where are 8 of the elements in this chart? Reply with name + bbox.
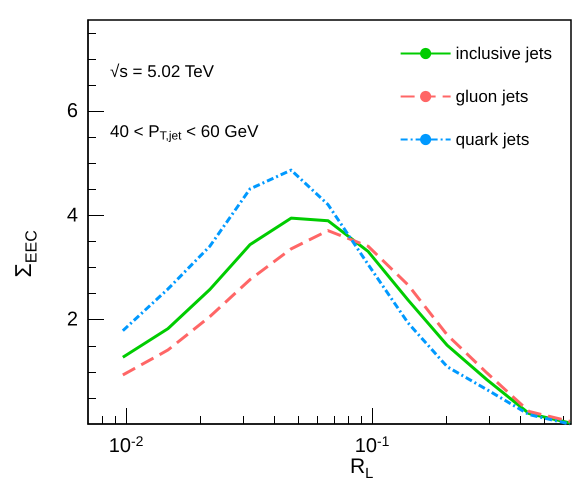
y-tick-label: 6 [66, 100, 78, 122]
y-tick-label: 2 [66, 308, 78, 331]
legend-label: quark jets [456, 130, 530, 149]
legend-label: inclusive jets [456, 44, 552, 63]
annotation: √s = 5.02 TeV [110, 62, 215, 81]
x-axis-title: R$_{L}$ [350, 455, 374, 481]
y-tick-label: 4 [66, 204, 78, 226]
legend-label: gluon jets [456, 87, 528, 106]
